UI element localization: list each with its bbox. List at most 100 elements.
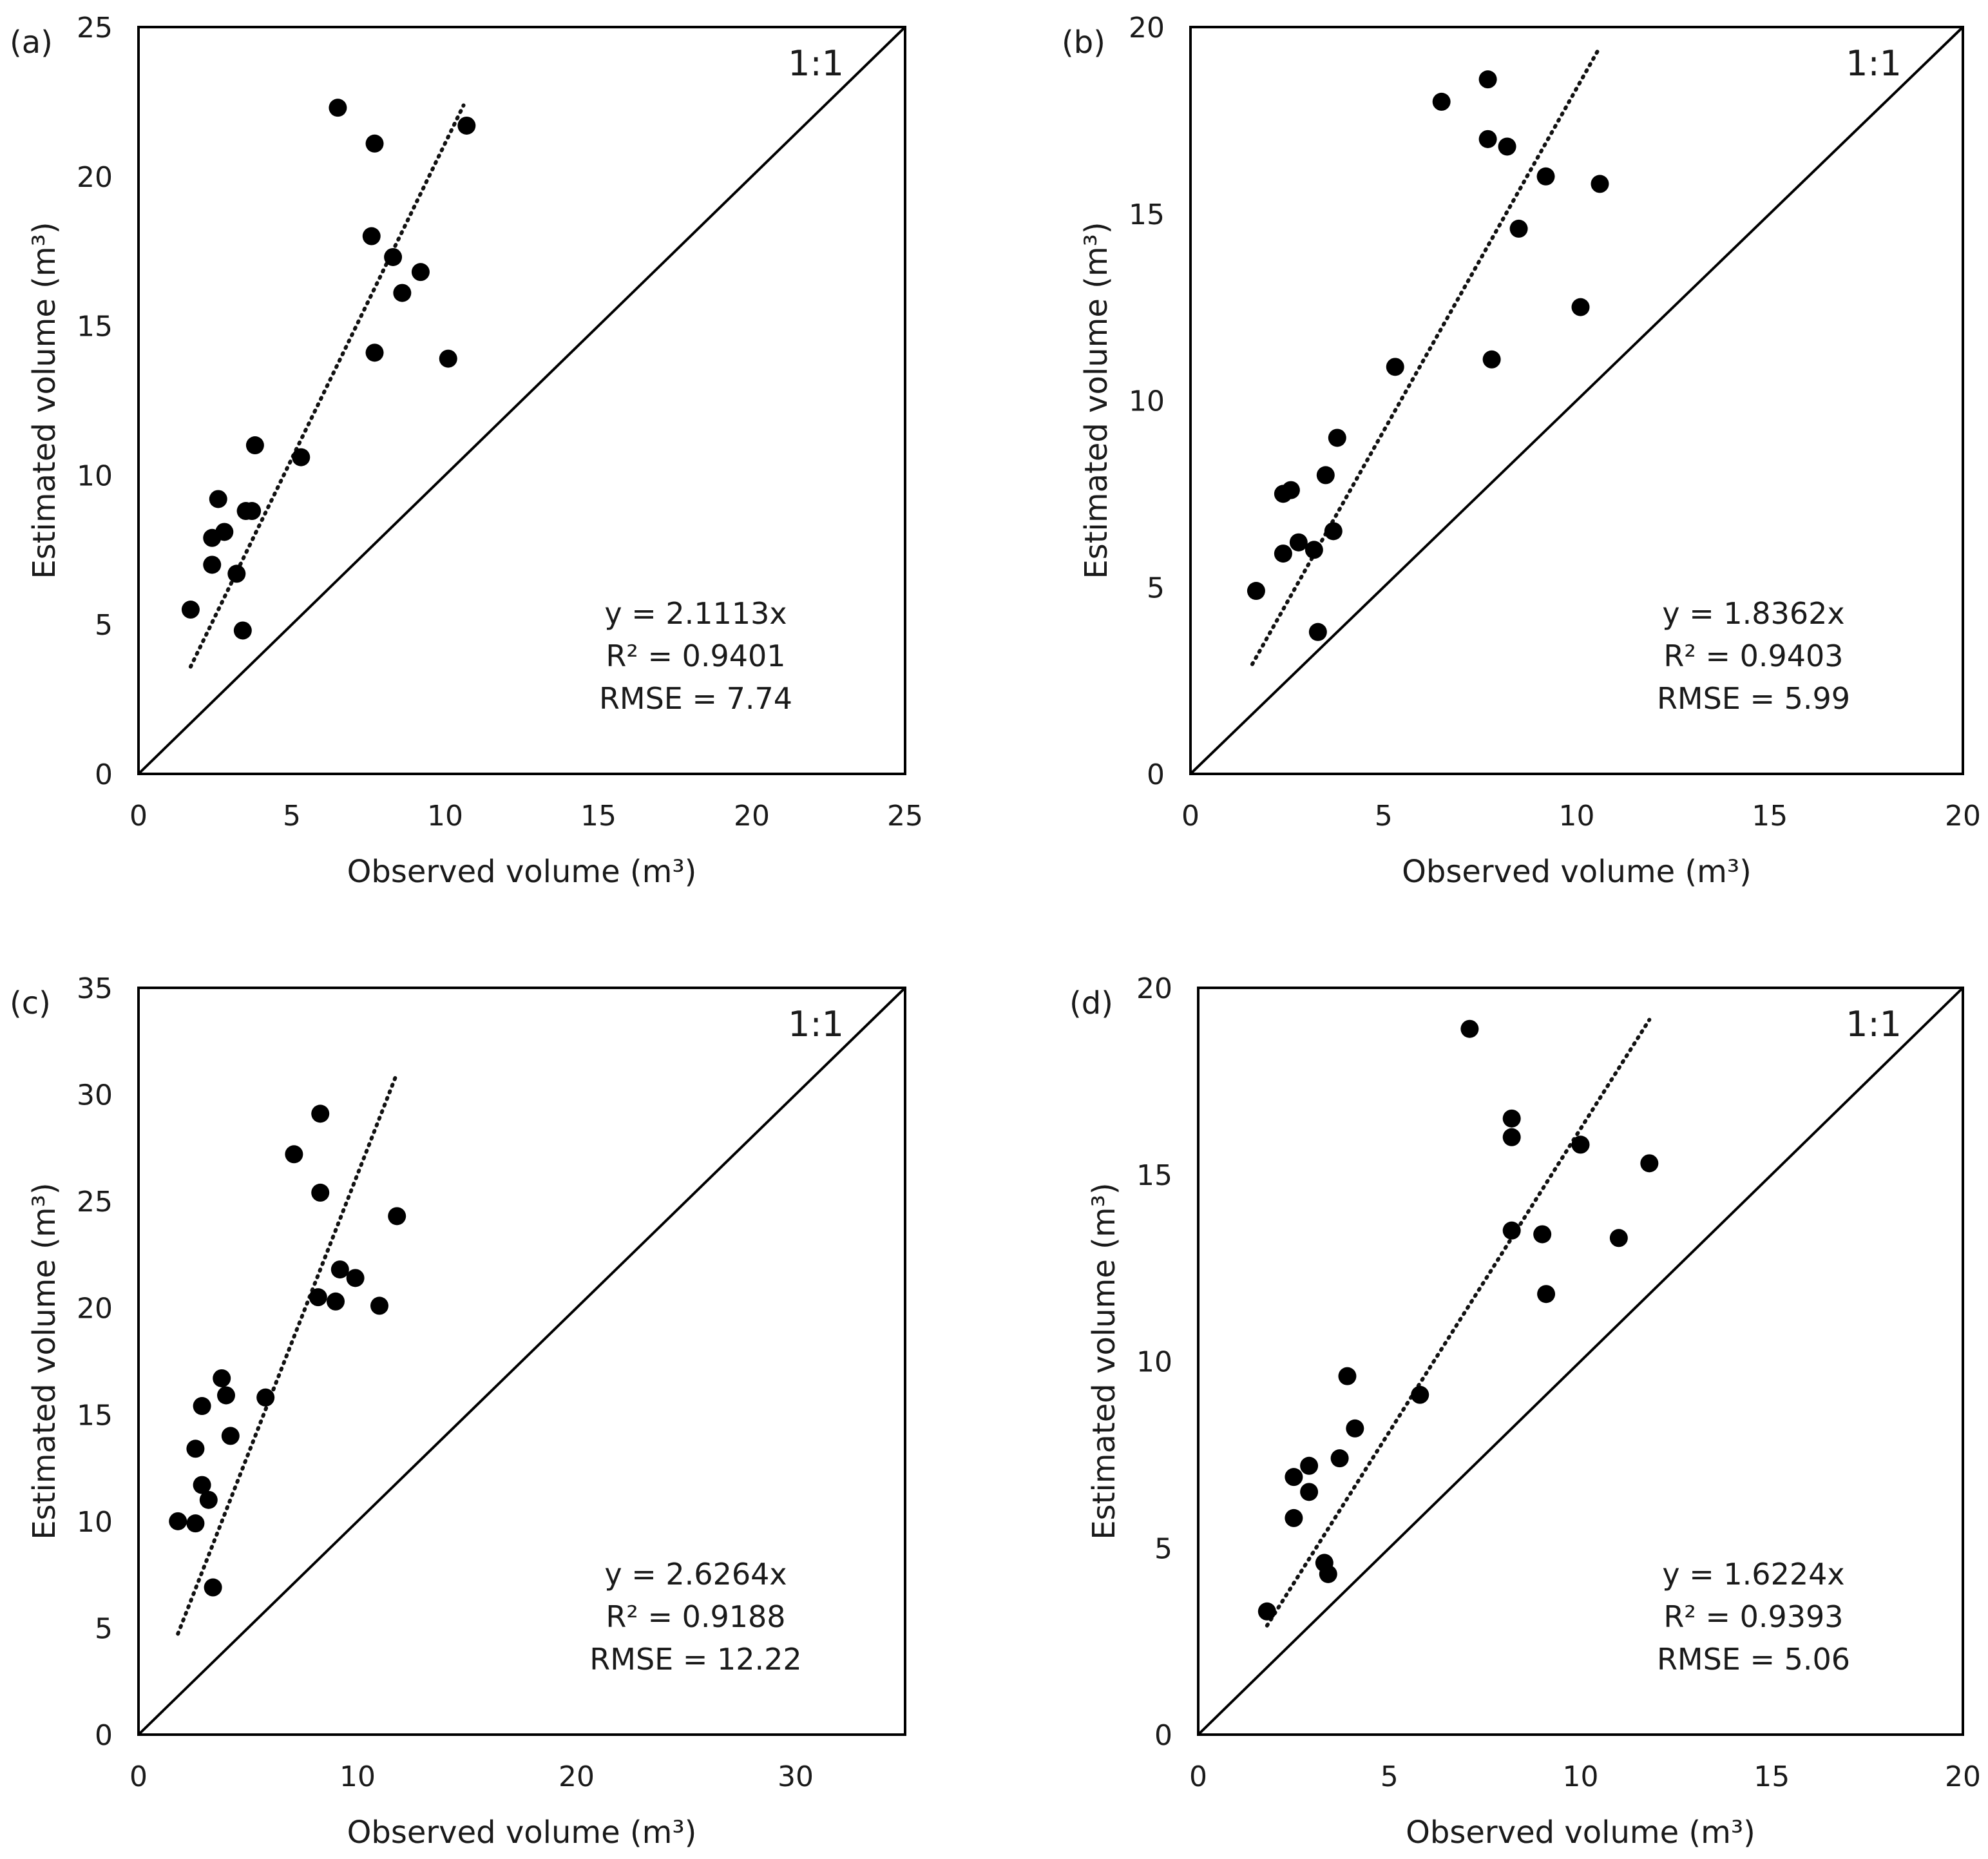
identity-line-label: 1:1 [1846,1004,1902,1045]
y-tick-label: 25 [77,1186,113,1218]
y-axis-label: Estimated volume (m³) [1078,222,1114,579]
y-axis-label: Estimated volume (m³) [26,222,62,579]
data-point [199,1490,218,1509]
data-point [1482,350,1501,369]
data-point [1289,533,1308,552]
data-point [1571,298,1590,316]
regression-stat: y = 2.1113x [604,596,787,631]
data-point [1537,1285,1556,1304]
data-point [457,116,476,135]
regression-stat: y = 2.6264x [604,1557,787,1592]
x-tick-label: 0 [1189,1760,1207,1793]
data-point [203,528,222,547]
data-point [388,1207,406,1226]
data-point [384,247,403,266]
data-point [1478,70,1497,89]
y-tick-label: 15 [77,1399,113,1432]
data-point [365,134,384,153]
data-point [309,1288,327,1307]
y-tick-label: 20 [1136,972,1172,1005]
chart-panel-1: 0 5 10 15 20 25 0 5 10 15 20 25 Observed volume (m³)… [10,12,923,890]
data-point [245,436,264,455]
regression-stat: RMSE = 7.74 [599,681,792,716]
regression-stat: y = 1.6224x [1662,1557,1844,1592]
x-axis-label: Observed volume (m³) [347,854,697,890]
x-tick-label: 10 [427,800,463,833]
data-point [1338,1367,1357,1385]
data-point [365,343,384,362]
regression-stat: y = 1.8362x [1662,596,1844,631]
x-tick-label: 10 [1563,1760,1599,1793]
y-tick-label: 15 [1129,198,1165,231]
identity-line [137,987,906,1736]
y-axis-label: Estimated volume (m³) [26,1182,62,1539]
panel-label: (b) [1062,24,1105,61]
plot-area-frame [1197,987,1964,1736]
identity-line [1197,987,1964,1736]
x-axis-label: Observed volume (m³) [347,1815,697,1851]
y-tick-label: 10 [1136,1346,1172,1379]
regression-stat: RMSE = 12.22 [589,1642,801,1677]
y-tick-label: 35 [77,972,113,1005]
x-axis-label: Observed volume (m³) [1402,854,1752,890]
data-point [203,555,222,574]
data-point [243,502,262,521]
panel-label: (a) [10,24,53,61]
identity-line [137,26,906,775]
regression-stat: RMSE = 5.99 [1657,681,1850,716]
x-tick-label: 25 [887,800,923,833]
data-point [330,1260,349,1279]
data-point [411,263,430,282]
data-point [1460,1019,1479,1038]
y-tick-label: 0 [95,1719,113,1752]
x-tick-label: 15 [1752,800,1788,833]
x-tick-label: 0 [129,800,148,833]
y-tick-label: 20 [1129,12,1165,44]
y-tick-label: 5 [1154,1532,1172,1565]
y-tick-label: 30 [77,1079,113,1112]
data-point [1330,1449,1349,1468]
identity-line-label: 1:1 [788,1004,844,1045]
data-point [1346,1419,1364,1438]
y-tick-label: 0 [1147,758,1165,791]
trendline [1250,45,1602,666]
y-tick-label: 5 [1147,572,1165,604]
y-tick-label: 20 [77,1293,113,1325]
data-point [193,1476,211,1494]
trendline [176,1071,399,1636]
data-point [1640,1154,1659,1173]
data-point [1247,582,1265,601]
data-point [1308,622,1327,641]
data-point [227,564,246,583]
data-point [1533,1225,1552,1244]
data-point [327,1292,345,1311]
data-point [1432,92,1451,111]
x-tick-label: 10 [339,1760,376,1793]
data-point [1300,1456,1319,1475]
y-tick-label: 20 [77,161,113,194]
data-point [213,1369,231,1387]
data-point [1274,485,1292,503]
data-point [186,1514,205,1533]
data-point [217,1386,235,1405]
x-tick-label: 15 [580,800,616,833]
data-point [1305,541,1323,559]
x-tick-label: 0 [129,1760,148,1793]
data-point [1411,1385,1429,1404]
data-point [1502,1221,1521,1240]
y-tick-label: 0 [1154,1719,1172,1752]
data-point [1257,1602,1276,1621]
data-point [1571,1135,1590,1154]
identity-line-label: 1:1 [788,43,844,84]
identity-line [1189,26,1964,775]
plot-area-frame [137,987,906,1736]
data-point [256,1388,275,1407]
data-point [209,490,227,508]
y-tick-label: 10 [1129,385,1165,418]
x-tick-label: 5 [1375,800,1393,833]
x-tick-label: 15 [1754,1760,1790,1793]
chart-panel-2: 0 5 10 15 20 0 5 10 15 20 Observed volume (m³) Esti… [1062,12,1981,890]
panel-label: (d) [1069,985,1113,1021]
